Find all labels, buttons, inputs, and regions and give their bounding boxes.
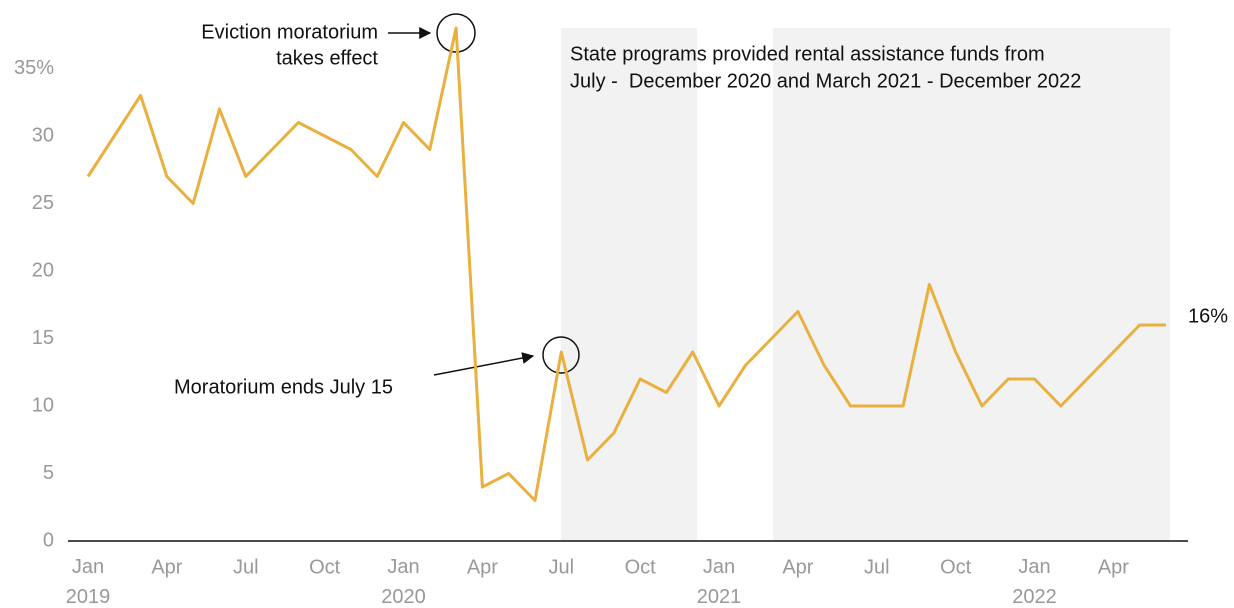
shaded-note: July - December 2020 and March 2021 - De… <box>570 70 1081 92</box>
x-tick-label: Apr <box>782 556 813 578</box>
y-tick-label: 20 <box>32 259 54 281</box>
annotation: takes effect <box>276 47 378 69</box>
x-tick-label: Jan 2020 <box>381 556 426 608</box>
line <box>86 26 1166 502</box>
x-tick-label: Jan 2022 <box>1012 556 1057 608</box>
x-tick-label: Apr <box>1098 556 1129 578</box>
x-tick-label: Oct <box>625 556 657 578</box>
x-tick-label: Jan 2021 <box>697 556 742 608</box>
x-tick-label: Oct <box>940 556 972 578</box>
arrow <box>433 352 535 376</box>
highlight-circle <box>542 336 580 374</box>
y-tick-label: 30 <box>32 124 54 146</box>
y-tick-label: 5 <box>43 462 54 484</box>
shaded-period <box>561 28 697 541</box>
x-tick-label: Jul <box>548 556 574 578</box>
shaded-period <box>773 28 1170 541</box>
x-tick-label: Jul <box>864 556 890 578</box>
x-tick-label: Apr <box>467 556 498 578</box>
y-tick-label: 15 <box>32 327 54 349</box>
data-label: 16% <box>1188 305 1228 327</box>
y-tick-label: 0 <box>43 529 54 551</box>
x-tick-label: Jan 2019 <box>66 556 111 608</box>
annotation: Eviction moratorium <box>201 21 378 43</box>
y-tick-label: 25 <box>32 192 54 214</box>
x-tick-label: Jul <box>233 556 259 578</box>
y-tick-label: 10 <box>32 394 54 416</box>
x-tick-label: Apr <box>151 556 182 578</box>
shaded-note: State programs provided rental assistanc… <box>570 43 1045 65</box>
annotation: Moratorium ends July 15 <box>174 376 393 398</box>
y-tick-label: 35% <box>14 57 54 79</box>
x-tick-label: Oct <box>309 556 341 578</box>
